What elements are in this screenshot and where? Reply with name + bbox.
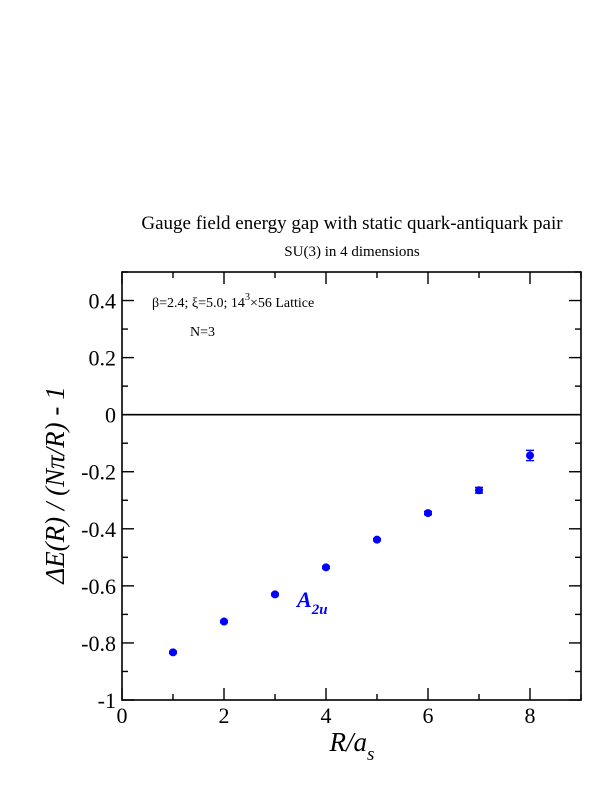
- x-axis-title-sub: s: [367, 744, 374, 765]
- chart-subtitle: SU(3) in 4 dimensions: [284, 244, 420, 260]
- x-tick-label: 2: [219, 703, 230, 728]
- plot-area: 0 2 4 6 8 -1 -0.8 -0.6 -0.4 -0.2 0 0.2 0.4: [81, 271, 582, 728]
- annotation-parameters-rest: ×56 Lattice: [250, 296, 314, 311]
- data-point: [220, 617, 228, 626]
- data-point: [475, 486, 483, 495]
- y-tick-label: 0.4: [89, 289, 117, 314]
- annotation-parameters: β=2.4; ξ=5.0; 143×56 Lattice: [152, 292, 314, 311]
- data-point: [526, 451, 534, 460]
- data-point: [271, 590, 279, 599]
- series-label-sub: 2u: [311, 602, 328, 618]
- data-point: [373, 535, 381, 544]
- y-tick-label: -0.8: [81, 631, 116, 656]
- y-tick-label: -0.4: [81, 517, 116, 542]
- data-point: [424, 509, 432, 518]
- x-tick-label: 8: [525, 703, 536, 728]
- x-tick-label: 4: [321, 703, 332, 728]
- annotation-parameters-main: β=2.4; ξ=5.0; 14: [152, 296, 245, 311]
- annotation-n: N=3: [190, 325, 215, 340]
- data-point: [169, 648, 177, 657]
- series-label-main: A: [295, 587, 312, 612]
- x-axis-title: R/as: [329, 727, 375, 765]
- chart-title: Gauge field energy gap with static quark…: [141, 213, 563, 234]
- y-tick-label: 0.2: [89, 346, 117, 371]
- x-tick-label: 6: [423, 703, 434, 728]
- series-label-a2u: A2u: [295, 587, 328, 618]
- x-tick-label: 0: [117, 703, 128, 728]
- y-tick-label: -0.6: [81, 574, 116, 599]
- y-tick-label: -1: [98, 688, 116, 713]
- y-tick-label: 0: [105, 403, 116, 428]
- plot-frame: [121, 271, 582, 701]
- x-axis-title-main: R/a: [329, 727, 368, 757]
- data-point: [322, 563, 330, 572]
- y-axis-title: ΔE(R) / (Nπ/R) - 1: [40, 386, 70, 584]
- annotation-parameters-sup: 3: [245, 292, 250, 303]
- y-tick-label: -0.2: [81, 460, 116, 485]
